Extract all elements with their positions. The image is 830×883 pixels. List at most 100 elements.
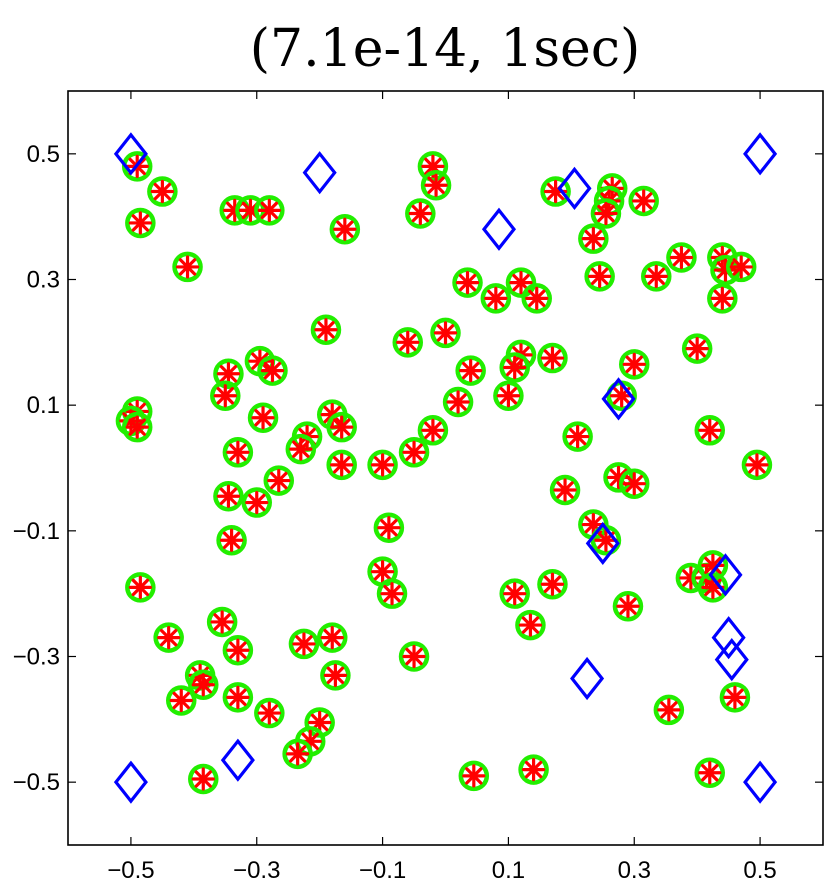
point-circle-star (452, 267, 483, 298)
point-circle-star (521, 283, 552, 314)
point-diamond (570, 656, 605, 701)
point-diamond (481, 207, 517, 251)
point-circle-star (518, 754, 549, 785)
point-circle-star (725, 251, 757, 283)
point-circle-star (213, 481, 244, 512)
y-tick-label: −0.1 (13, 518, 60, 545)
point-circle-star (373, 512, 405, 543)
point-circle-star (317, 622, 348, 653)
point-diamond (220, 738, 255, 782)
point-circle-star (505, 267, 537, 298)
point-circle-star (247, 402, 279, 433)
point-circle-star (417, 415, 449, 446)
point-circle-star (694, 415, 725, 446)
point-circle-star (254, 697, 285, 729)
point-circle-star (493, 380, 524, 411)
point-circle-star (241, 487, 272, 518)
x-tick-label: 0.1 (492, 857, 525, 883)
point-circle-star (376, 578, 408, 609)
point-circle-star (719, 682, 751, 713)
point-circle-star (578, 223, 609, 254)
point-circle-star (515, 609, 546, 641)
point-diamond (557, 166, 592, 210)
point-circle-star (619, 349, 650, 380)
point-circle-star (681, 333, 713, 364)
point-circle-star (480, 283, 512, 314)
point-circle-star (537, 342, 568, 374)
point-diamond (743, 760, 778, 804)
point-circle-star (257, 355, 288, 386)
point-circle-star (147, 176, 178, 207)
point-circle-star (188, 763, 219, 795)
point-diamond (714, 638, 749, 682)
y-tick-label: 0.1 (27, 392, 60, 419)
point-circle-star (455, 355, 486, 386)
point-circle-star (326, 411, 357, 443)
point-diamond (113, 132, 148, 176)
point-circle-star (285, 433, 317, 465)
point-circle-star (697, 572, 729, 603)
point-circle-star (166, 685, 197, 716)
y-tick-label: −0.3 (13, 644, 60, 671)
point-diamond (113, 760, 148, 804)
x-tick-label: −0.5 (107, 857, 154, 883)
point-circle-star (320, 660, 351, 691)
point-circle-star (442, 386, 474, 418)
point-circle-star (612, 590, 644, 622)
point-circle-star (420, 170, 452, 201)
point-circle-star (619, 468, 650, 499)
y-tick-label: 0.3 (27, 267, 60, 294)
point-circle-star (216, 525, 247, 556)
point-diamond (711, 616, 746, 660)
point-circle-star (188, 669, 219, 701)
point-circle-star (125, 207, 156, 239)
point-circle-star (392, 327, 423, 358)
point-circle-star (367, 449, 398, 481)
point-diamond (601, 377, 636, 421)
point-circle-star (499, 352, 530, 383)
point-circle-star (172, 251, 203, 283)
x-tick-label: 0.5 (743, 857, 776, 883)
point-circle-star (329, 213, 361, 245)
point-circle-star (653, 694, 685, 726)
point-circle-star (628, 185, 659, 217)
x-tick-label: −0.1 (359, 857, 406, 883)
point-circle-star (310, 314, 342, 346)
point-circle-star (254, 195, 285, 226)
point-circle-star (430, 317, 461, 349)
point-circle-star (263, 465, 295, 496)
point-circle-star (741, 449, 773, 481)
data-points (113, 132, 778, 804)
point-circle-star (222, 682, 254, 713)
point-diamond (585, 521, 620, 565)
point-circle-star (499, 578, 530, 609)
point-circle-star (222, 437, 254, 468)
x-tick-label: −0.3 (233, 857, 280, 883)
point-circle-star (666, 242, 697, 273)
point-circle-star (326, 449, 357, 481)
y-tick-label: −0.5 (13, 769, 60, 796)
point-circle-star (398, 437, 430, 468)
point-circle-star (288, 628, 320, 660)
point-circle-star (210, 380, 241, 411)
tick-labels: −0.5 −0.3 −0.1 0.1 0.3 0.5 −0.5 −0.3 −0.1 0.1 0.3 0… (13, 141, 777, 883)
point-diamond (743, 132, 778, 176)
point-circle-star (125, 572, 156, 603)
point-circle-star (537, 568, 568, 600)
point-circle-star (458, 760, 490, 792)
point-circle-star (549, 474, 581, 506)
x-tick-label: 0.3 (618, 857, 651, 883)
point-circle-star (641, 261, 672, 292)
plot-frame (67, 90, 824, 846)
point-circle-star (222, 634, 254, 666)
point-circle-star (694, 757, 725, 788)
y-tick-label: 0.5 (27, 141, 60, 168)
point-circle-star (707, 283, 738, 314)
point-circle-star (121, 411, 153, 443)
axis-ticks (68, 91, 823, 845)
point-circle-star (206, 606, 238, 638)
point-circle-star (584, 261, 615, 292)
point-circle-star (562, 421, 593, 452)
point-diamond (302, 151, 337, 195)
